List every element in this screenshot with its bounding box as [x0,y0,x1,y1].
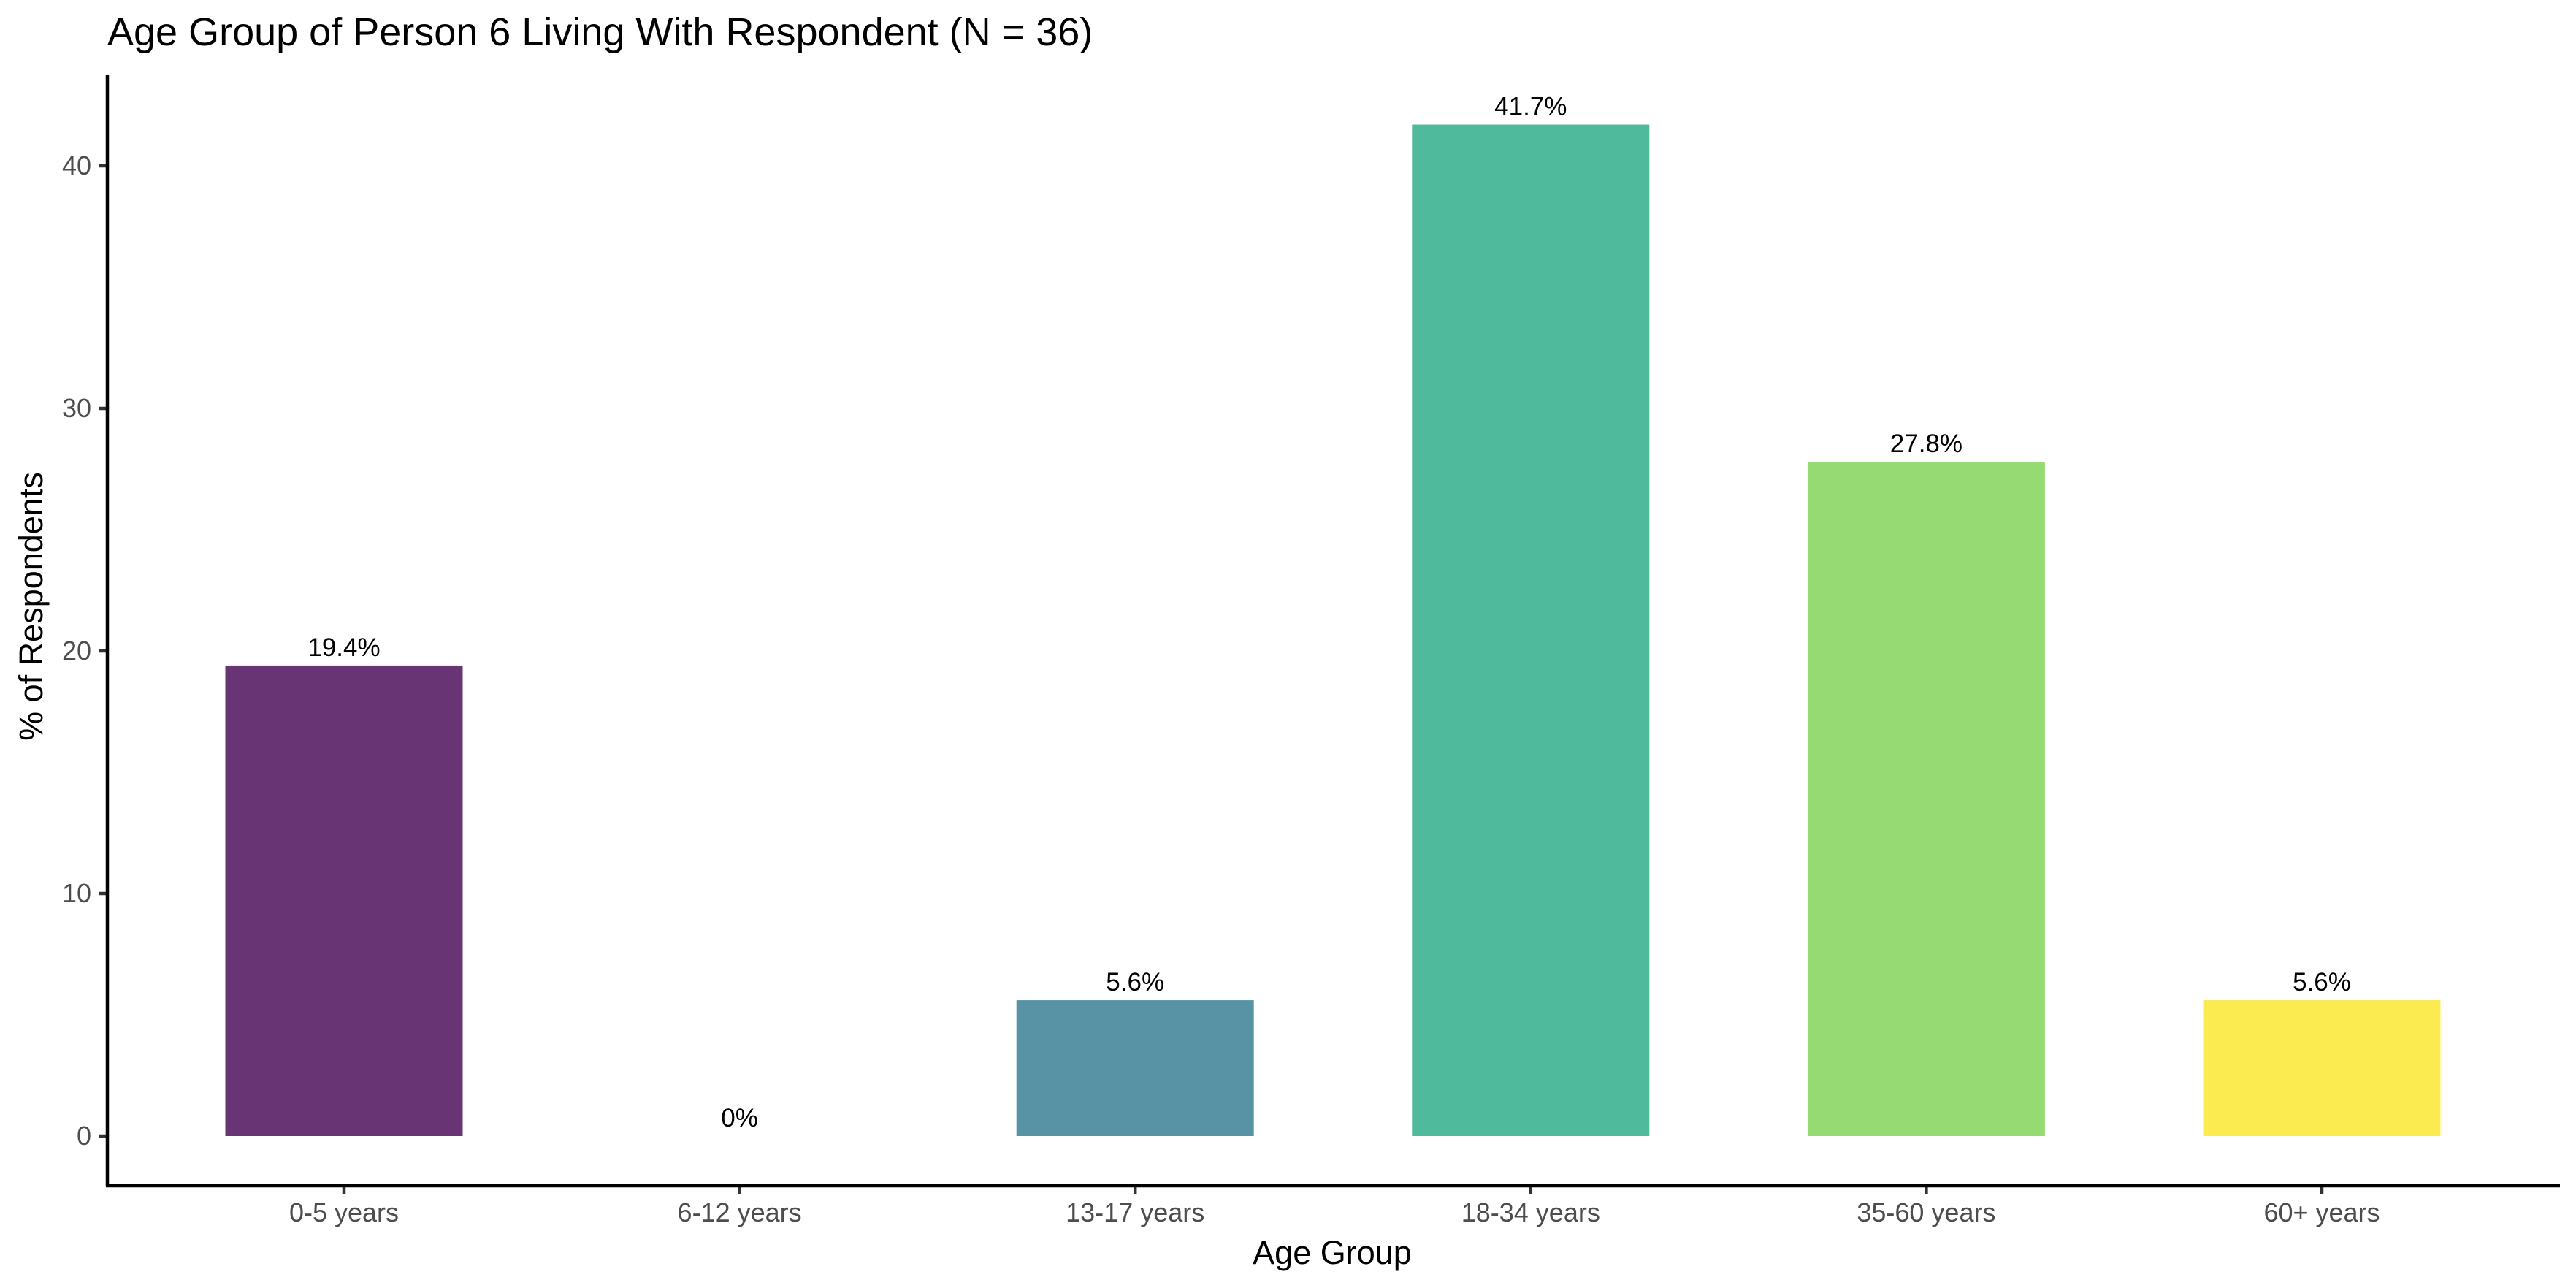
bar-18-34-years [1412,124,1650,1136]
data-label: 0% [721,1104,758,1132]
bar-60-years [2203,1000,2441,1136]
data-labels: 19.4% 0% 5.6% 41.7% 27.8% 5.6% [307,93,2351,1132]
data-label: 19.4% [307,633,380,662]
x-tick-label: 60+ years [2263,1197,2380,1227]
x-axis: 0-5 years 6-12 years 13-17 years 18-34 year… [289,1186,2380,1227]
x-tick-label: 6-12 years [678,1197,802,1227]
x-tick-label: 18-34 years [1461,1197,1600,1227]
bar-0-5-years [225,665,463,1136]
y-tick-label: 40 [62,150,91,180]
y-axis-title: % of Respondents [12,472,50,741]
data-label: 5.6% [1106,968,1164,997]
x-axis-title: Age Group [1253,1234,1412,1271]
bar-13-17-years [1016,1000,1254,1136]
data-label: 41.7% [1494,93,1567,121]
data-label: 5.6% [2293,968,2351,997]
bar-35-60-years [1807,462,2045,1136]
x-tick-label: 13-17 years [1066,1197,1204,1227]
bars [225,124,2441,1136]
x-tick-label: 0-5 years [289,1197,399,1227]
chart-title: Age Group of Person 6 Living With Respon… [107,10,1093,54]
y-tick-label: 10 [62,878,91,908]
y-tick-label: 0 [77,1121,91,1151]
y-axis: 0 10 20 30 40 [62,150,107,1151]
y-tick-label: 30 [62,393,91,423]
data-label: 27.8% [1890,430,1962,458]
y-tick-label: 20 [62,636,91,666]
x-tick-label: 35-60 years [1857,1197,1995,1227]
